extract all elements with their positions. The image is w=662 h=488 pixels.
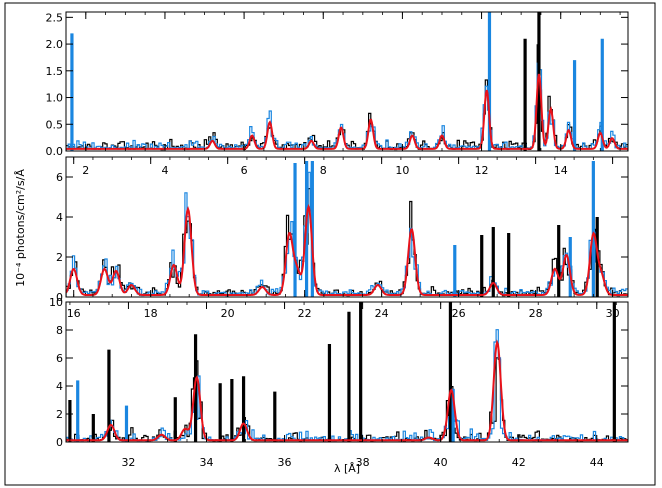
plot-area-top bbox=[66, 12, 628, 151]
y-tick-label: 6 bbox=[56, 352, 63, 365]
y-tick-label: 2 bbox=[56, 251, 63, 264]
x-tick-label: 6 bbox=[241, 164, 248, 177]
x-tick-label: 2 bbox=[82, 164, 89, 177]
data-histogram-blue bbox=[66, 171, 628, 297]
x-tick-label: 4 bbox=[161, 164, 168, 177]
y-tick-label: 0.5 bbox=[46, 118, 64, 131]
x-tick-label: 12 bbox=[475, 164, 489, 177]
x-tick-label: 42 bbox=[512, 456, 526, 469]
y-tick-label: 2.5 bbox=[46, 11, 64, 24]
x-tick-label: 44 bbox=[590, 456, 604, 469]
axes-frame-top bbox=[65, 11, 629, 152]
x-axis-title: λ [Å] bbox=[334, 462, 360, 475]
x-tick-label: 32 bbox=[121, 456, 135, 469]
x-tick-label: 38 bbox=[356, 456, 370, 469]
y-tick-label: 6 bbox=[56, 171, 63, 184]
y-tick-label: 8 bbox=[56, 324, 63, 337]
x-tick-label: 20 bbox=[221, 307, 235, 320]
y-tick-label: 1.5 bbox=[46, 65, 64, 78]
model-curve bbox=[66, 203, 628, 296]
y-tick-label: 4 bbox=[56, 380, 63, 393]
y-axis-title: 10⁻⁴ photons/cm²/s/Å bbox=[14, 169, 27, 287]
x-tick-label: 18 bbox=[144, 307, 158, 320]
plot-area-middle bbox=[66, 161, 628, 297]
axes-frame-middle bbox=[65, 156, 629, 298]
plot-area-bottom bbox=[66, 302, 628, 442]
x-tick-label: 8 bbox=[320, 164, 327, 177]
x-tick-label: 24 bbox=[375, 307, 389, 320]
outer-frame bbox=[4, 2, 656, 486]
model-curve bbox=[66, 339, 628, 442]
x-tick-label: 28 bbox=[529, 307, 543, 320]
panel-top-spectrum: 2 4 6 8 10 12 14 0.0 0.5 1.0 1.5 2.0 2.5 bbox=[46, 11, 629, 177]
x-tick-label: 22 bbox=[298, 307, 312, 320]
y-tick-label: 0 bbox=[56, 291, 63, 304]
x-tick-label: 14 bbox=[554, 164, 568, 177]
y-tick-label: 4 bbox=[56, 211, 63, 224]
model-curve bbox=[66, 73, 628, 150]
x-tick-label: 36 bbox=[278, 456, 292, 469]
ticks-top: 2 4 6 8 10 12 14 0.0 0.5 1.0 1.5 2.0 2.5 bbox=[46, 11, 628, 177]
x-tick-label: 40 bbox=[434, 456, 448, 469]
y-tick-label: 1.0 bbox=[46, 92, 64, 105]
y-tick-label: 0.0 bbox=[46, 145, 64, 158]
x-tick-label: 30 bbox=[606, 307, 620, 320]
axes-frame-bottom bbox=[65, 301, 629, 443]
y-tick-label: 10 bbox=[49, 296, 63, 309]
x-tick-label: 26 bbox=[452, 307, 466, 320]
y-tick-label: 0 bbox=[56, 436, 63, 449]
x-tick-label: 16 bbox=[67, 307, 81, 320]
x-tick-label: 10 bbox=[395, 164, 409, 177]
x-tick-label: 34 bbox=[200, 456, 214, 469]
y-tick-label: 2.0 bbox=[46, 38, 64, 51]
y-tick-label: 2 bbox=[56, 408, 63, 421]
